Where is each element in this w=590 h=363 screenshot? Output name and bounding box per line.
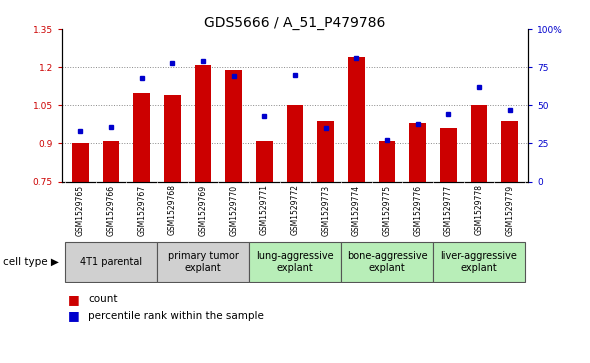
Bar (157, 242, 249, 282)
Text: ■: ■ (68, 293, 80, 306)
Bar (72, 143, 88, 182)
Bar (249, 242, 341, 282)
Text: percentile rank within the sample: percentile rank within the sample (88, 311, 264, 321)
Bar (164, 95, 181, 182)
Text: liver-aggressive
explant: liver-aggressive explant (441, 252, 517, 273)
Text: ■: ■ (68, 309, 80, 322)
Text: GSM1529778: GSM1529778 (474, 184, 483, 236)
Bar (409, 123, 426, 182)
Text: GSM1529766: GSM1529766 (107, 184, 116, 236)
Text: lung-aggressive
explant: lung-aggressive explant (256, 252, 334, 273)
Text: GSM1529771: GSM1529771 (260, 184, 269, 236)
Bar (348, 57, 365, 182)
Bar (195, 65, 211, 182)
Bar (317, 121, 334, 182)
Text: count: count (88, 294, 118, 305)
Text: GSM1529776: GSM1529776 (413, 184, 422, 236)
Text: GSM1529769: GSM1529769 (198, 184, 208, 236)
Bar (433, 242, 525, 282)
Bar (440, 128, 457, 182)
Text: bone-aggressive
explant: bone-aggressive explant (347, 252, 427, 273)
Bar (471, 105, 487, 182)
Bar (379, 141, 395, 182)
Text: 4T1 parental: 4T1 parental (80, 257, 142, 267)
Text: GSM1529767: GSM1529767 (137, 184, 146, 236)
Text: GSM1529774: GSM1529774 (352, 184, 361, 236)
Text: GSM1529777: GSM1529777 (444, 184, 453, 236)
Bar (65, 242, 157, 282)
Text: primary tumor
explant: primary tumor explant (168, 252, 238, 273)
Text: GSM1529772: GSM1529772 (290, 184, 300, 236)
Text: GSM1529773: GSM1529773 (321, 184, 330, 236)
Text: GSM1529775: GSM1529775 (382, 184, 392, 236)
Bar (256, 141, 273, 182)
Text: GSM1529768: GSM1529768 (168, 184, 177, 236)
Bar (287, 105, 303, 182)
Bar (133, 93, 150, 182)
Bar (225, 70, 242, 182)
Text: GDS5666 / A_51_P479786: GDS5666 / A_51_P479786 (204, 16, 386, 30)
Text: GSM1529765: GSM1529765 (76, 184, 85, 236)
Bar (502, 121, 518, 182)
Bar (341, 242, 433, 282)
Text: GSM1529770: GSM1529770 (229, 184, 238, 236)
Bar (103, 141, 119, 182)
Text: cell type ▶: cell type ▶ (3, 257, 59, 267)
Text: GSM1529779: GSM1529779 (505, 184, 514, 236)
